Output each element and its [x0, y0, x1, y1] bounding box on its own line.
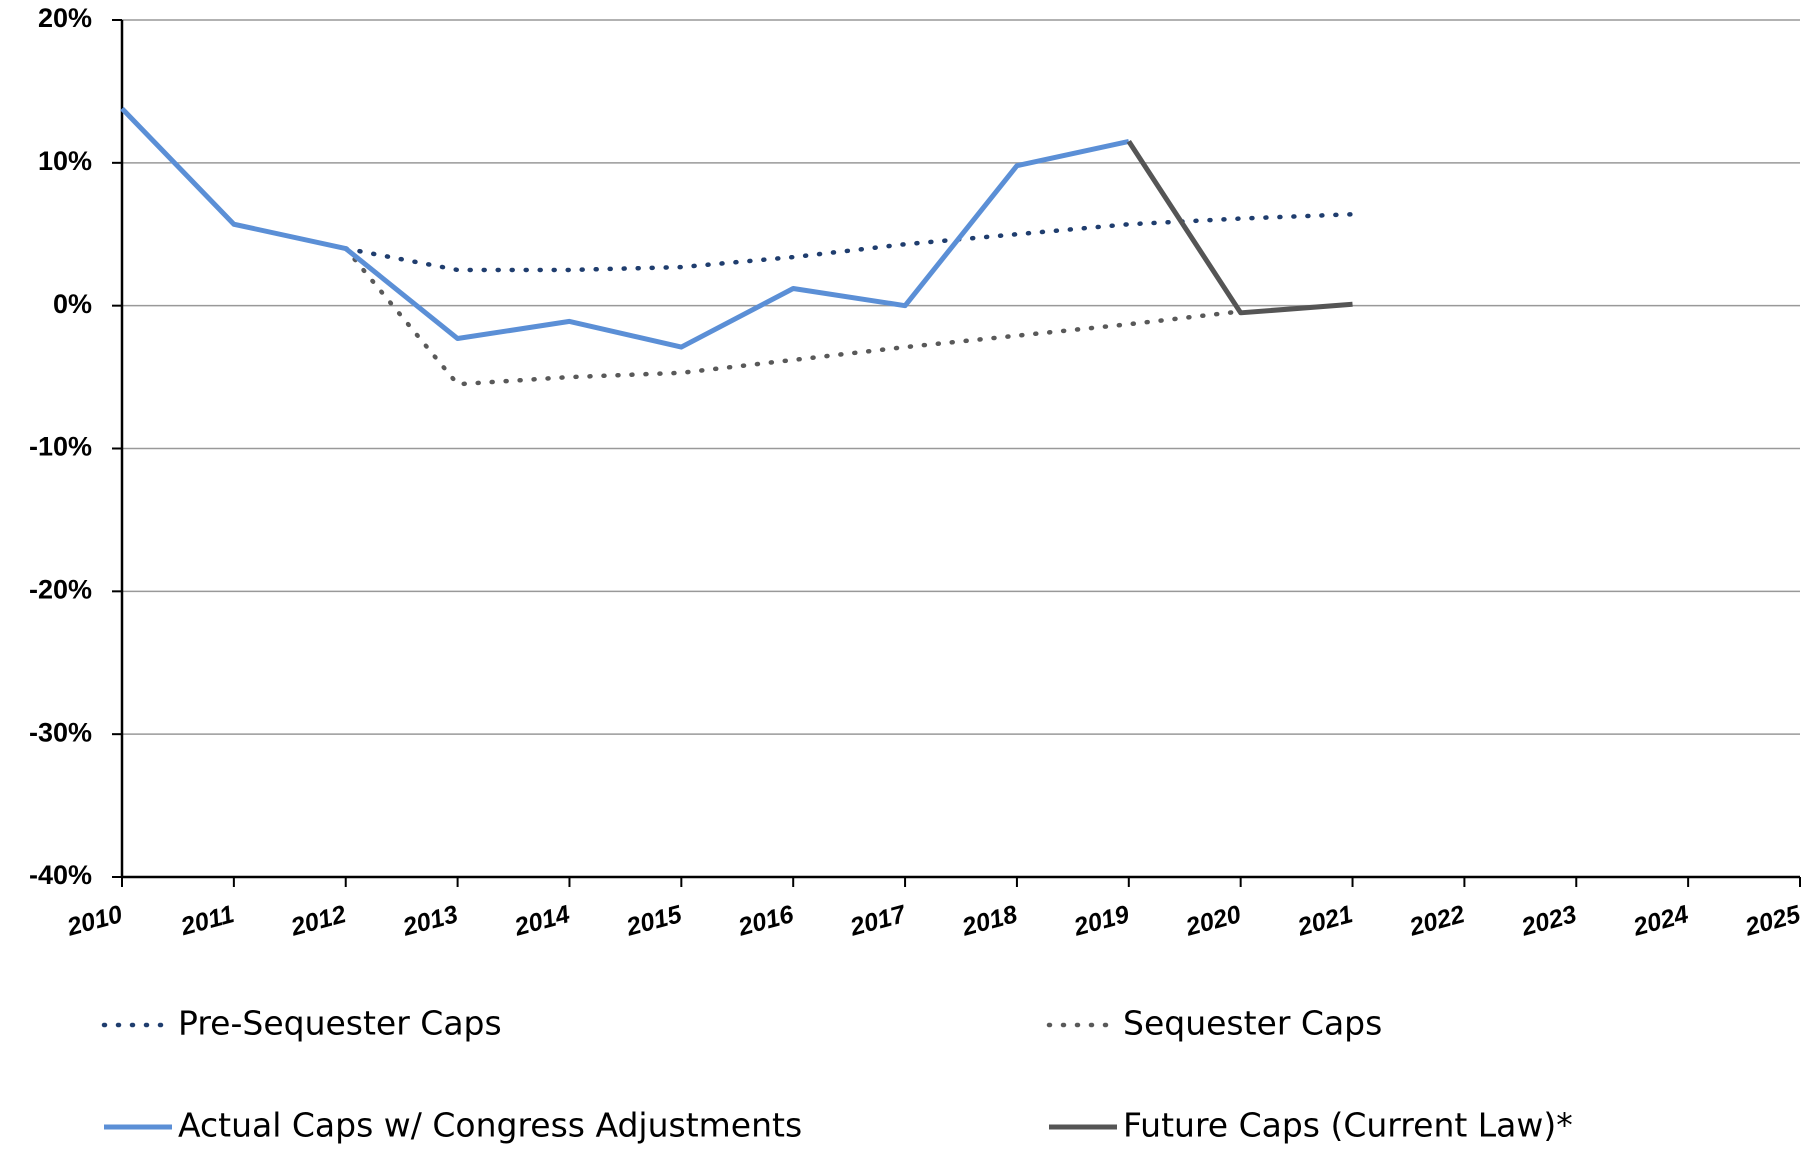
x-tick-label: 2015 — [623, 900, 686, 942]
y-tick-label: 10% — [38, 146, 92, 176]
x-tick-label: 2012 — [287, 900, 349, 942]
x-tick-label: 2022 — [1406, 900, 1468, 942]
series-line — [343, 212, 1355, 273]
x-tick-label: 2018 — [958, 900, 1020, 942]
series-line — [120, 106, 1130, 350]
x-tick-label: 2024 — [1629, 900, 1691, 942]
series-line — [343, 246, 1243, 387]
y-tick-label: -40% — [29, 860, 92, 890]
legend-label: Actual Caps w/ Congress Adjustments — [178, 1106, 802, 1145]
x-tick-label: 2014 — [511, 900, 573, 942]
x-tick-label: 2019 — [1070, 900, 1132, 942]
x-tick-label: 2017 — [846, 900, 909, 942]
y-tick-label: -30% — [29, 717, 92, 747]
x-tick-label: 2023 — [1518, 900, 1580, 942]
y-tick-label: -20% — [29, 574, 92, 604]
x-tick-label: 2013 — [399, 900, 461, 942]
series-line — [1126, 140, 1353, 316]
y-tick-label: 0% — [53, 289, 92, 319]
x-tick-label: 2025 — [1741, 900, 1804, 942]
x-tick-label: 2016 — [735, 900, 798, 942]
legend-label: Sequester Caps — [1123, 1004, 1382, 1043]
x-tick-label: 2020 — [1182, 900, 1244, 942]
x-tick-label: 2010 — [63, 900, 125, 942]
y-tick-label: 20% — [38, 3, 92, 33]
x-tick-label: 2011 — [177, 900, 237, 941]
legend-label: Pre-Sequester Caps — [178, 1004, 502, 1043]
y-tick-label: -10% — [29, 432, 92, 462]
legend-label: Future Caps (Current Law)* — [1123, 1106, 1573, 1145]
x-tick-label: 2021 — [1294, 900, 1356, 942]
